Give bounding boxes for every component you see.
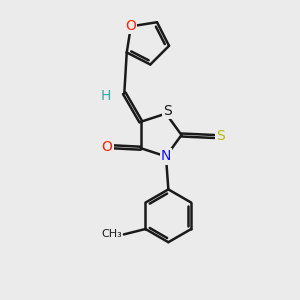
Text: S: S <box>217 130 225 143</box>
Text: CH₃: CH₃ <box>101 230 122 239</box>
Text: H: H <box>100 89 111 103</box>
Text: O: O <box>101 140 112 154</box>
Text: O: O <box>125 20 136 33</box>
Text: N: N <box>161 149 171 164</box>
Text: S: S <box>163 104 172 118</box>
